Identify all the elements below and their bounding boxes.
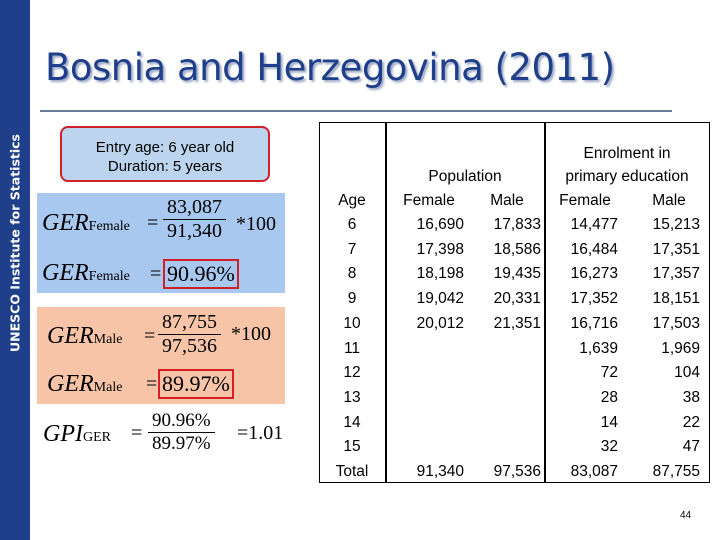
enr-male-cell: 38	[683, 389, 700, 407]
enr-female-cell: 16,484	[571, 241, 618, 259]
header-enrolment: Enrolment in	[583, 145, 670, 163]
pop-male-cell: 19,435	[494, 265, 541, 283]
enr-male-cell: 104	[674, 364, 700, 382]
enr-male-cell: 87,755	[653, 463, 700, 481]
header-pop-female: Female	[403, 192, 455, 210]
enr-male-cell: 17,351	[653, 241, 700, 259]
ger-female-label: GERFemale	[42, 210, 130, 237]
ger-female-result-label: GERFemale	[42, 260, 130, 287]
header-enr-female: Female	[559, 192, 611, 210]
enr-female-cell: 14,477	[571, 216, 618, 234]
age-cell: 14	[343, 414, 360, 432]
table-divider	[544, 122, 546, 483]
slide-title: Bosnia and Herzegovina (2011)	[45, 46, 615, 89]
age-cell: 9	[348, 290, 357, 308]
sidebar-label: UNESCO Institute for Statistics	[8, 134, 23, 352]
entry-age-text: Entry age: 6 year old	[62, 138, 268, 157]
ger-male-result-label: GERMale	[47, 371, 122, 398]
ger-male-fraction: 87,755 97,536	[158, 311, 221, 358]
pop-male-cell: 18,586	[494, 241, 541, 259]
header-age: Age	[338, 192, 366, 210]
ger-male-label: GERMale	[47, 323, 122, 350]
ger-male-multiplier: *100	[231, 323, 271, 346]
enr-male-cell: 1,969	[661, 340, 700, 358]
ger-female-numerator: 83,087	[163, 196, 226, 220]
pop-male-cell: 17,833	[494, 216, 541, 234]
enr-male-cell: 17,503	[653, 315, 700, 333]
entry-info-box: Entry age: 6 year old Duration: 5 years	[60, 126, 270, 182]
pop-female-cell: 91,340	[417, 463, 464, 481]
ger-female-fraction: 83,087 91,340	[163, 196, 226, 243]
pop-female-cell: 16,690	[417, 216, 464, 234]
age-cell: 10	[343, 315, 360, 333]
sidebar: UNESCO Institute for Statistics	[0, 0, 30, 540]
enr-male-cell: 17,357	[653, 265, 700, 283]
age-cell: 8	[348, 265, 357, 283]
equals-sign: =	[144, 325, 155, 348]
equals-sign: =	[131, 422, 142, 445]
pop-female-cell: 18,198	[417, 265, 464, 283]
age-cell: 15	[343, 438, 360, 456]
pop-female-cell: 20,012	[417, 315, 464, 333]
enr-male-cell: 47	[683, 438, 700, 456]
pop-male-cell: 21,351	[494, 315, 541, 333]
ger-male-denominator: 97,536	[158, 335, 221, 358]
age-cell: 13	[343, 389, 360, 407]
enr-female-cell: 17,352	[571, 290, 618, 308]
pop-male-cell: 20,331	[494, 290, 541, 308]
enr-female-cell: 1,639	[579, 340, 618, 358]
enr-female-cell: 16,716	[571, 315, 618, 333]
age-cell: 11	[344, 340, 360, 358]
ger-male-result: 89.97%	[158, 369, 234, 399]
ger-female-multiplier: *100	[236, 213, 276, 236]
header-population: Population	[428, 168, 501, 186]
header-enrolment-sub: primary education	[565, 168, 688, 186]
equals-sign: =	[146, 373, 157, 396]
ger-female-denominator: 91,340	[163, 220, 226, 243]
enr-female-cell: 16,273	[571, 265, 618, 283]
age-cell: Total	[336, 463, 369, 481]
pop-female-cell: 19,042	[417, 290, 464, 308]
ger-male-numerator: 87,755	[158, 311, 221, 335]
enr-female-cell: 83,087	[571, 463, 618, 481]
enr-female-cell: 72	[601, 364, 618, 382]
enr-male-cell: 18,151	[653, 290, 700, 308]
enr-male-cell: 22	[683, 414, 700, 432]
age-cell: 7	[348, 241, 357, 259]
gpi-fraction: 90.96% 89.97%	[148, 410, 215, 455]
enr-female-cell: 14	[601, 414, 618, 432]
gpi-denominator: 89.97%	[148, 433, 215, 455]
pop-male-cell: 97,536	[494, 463, 541, 481]
gpi-label: GPIGER	[43, 421, 111, 448]
gpi-result: =1.01	[237, 422, 283, 445]
header-pop-male: Male	[490, 192, 524, 210]
header-enr-male: Male	[652, 192, 686, 210]
enr-male-cell: 15,213	[653, 216, 700, 234]
age-cell: 6	[348, 216, 357, 234]
page-number: 44	[680, 510, 691, 521]
enr-female-cell: 28	[601, 389, 618, 407]
equals-sign: =	[147, 212, 158, 235]
table-divider	[385, 122, 387, 483]
equals-sign: =	[150, 263, 161, 286]
ger-female-result: 90.96%	[163, 259, 239, 289]
title-divider	[40, 110, 672, 112]
pop-female-cell: 17,398	[417, 241, 464, 259]
duration-text: Duration: 5 years	[62, 157, 268, 176]
age-cell: 12	[343, 364, 360, 382]
gpi-numerator: 90.96%	[148, 410, 215, 433]
enr-female-cell: 32	[601, 438, 618, 456]
